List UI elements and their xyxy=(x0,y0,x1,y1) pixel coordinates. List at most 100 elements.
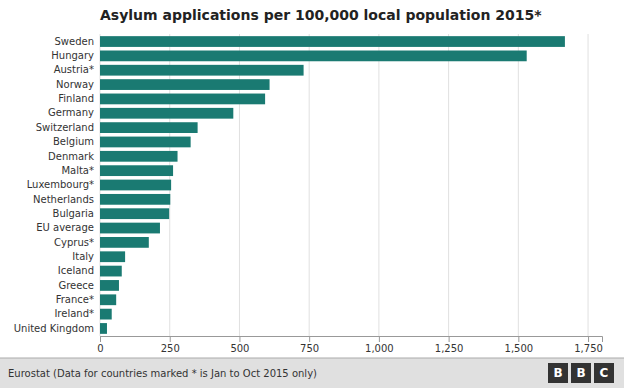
y-tick-label: Austria* xyxy=(54,64,94,75)
logo-box xyxy=(548,363,568,383)
x-tick-label: 500 xyxy=(230,343,249,354)
y-tick-label: Finland xyxy=(58,93,94,104)
x-tick: 500 xyxy=(230,336,249,354)
x-tick: 1,250 xyxy=(435,336,464,354)
x-tick: 0 xyxy=(97,336,103,354)
x-tick-mark xyxy=(309,336,310,342)
y-tick-label: Luxembourg* xyxy=(27,179,94,190)
x-tick-mark xyxy=(379,336,380,342)
y-tick-label: Italy xyxy=(72,251,94,262)
x-tick-label: 1,500 xyxy=(505,343,534,354)
y-tick-label: Ireland* xyxy=(54,308,94,319)
bar xyxy=(100,208,169,219)
y-tick: Austria* xyxy=(54,64,94,75)
bar xyxy=(100,294,116,305)
x-axis: 0 250 500 750 1,000 1,250 1,500 1,750 xyxy=(97,336,603,354)
y-tick: Bulgaria xyxy=(53,208,94,219)
y-tick: United Kingdom xyxy=(14,323,94,334)
y-tick: Denmark xyxy=(48,151,94,162)
x-tick-label: 0 xyxy=(97,343,103,354)
bar xyxy=(100,50,527,61)
y-tick-label: United Kingdom xyxy=(14,323,94,334)
footer-separator xyxy=(0,358,624,359)
x-tick-label: 1,750 xyxy=(574,343,603,354)
x-tick: 1,500 xyxy=(505,336,534,354)
y-tick-label: Cyprus* xyxy=(54,237,94,248)
bar xyxy=(100,151,178,162)
y-tick: Ireland* xyxy=(54,308,94,319)
x-tick-mark xyxy=(170,336,171,342)
y-tick: Switzerland xyxy=(36,122,94,133)
x-tick-mark xyxy=(100,336,101,342)
y-tick-label: Malta* xyxy=(61,165,94,176)
y-tick: Italy xyxy=(72,251,94,262)
y-tick-label: Iceland xyxy=(58,265,94,276)
y-tick-label: Norway xyxy=(56,79,94,90)
grid-line xyxy=(518,34,519,336)
bar xyxy=(100,237,149,248)
logo-box xyxy=(571,363,591,383)
x-tick-mark xyxy=(449,336,450,342)
x-tick-label: 1,250 xyxy=(435,343,464,354)
y-tick-label: Belgium xyxy=(53,136,94,147)
y-tick: Luxembourg* xyxy=(27,179,94,190)
bar xyxy=(100,223,160,234)
y-tick: EU average xyxy=(36,222,94,233)
y-tick: Finland xyxy=(58,93,94,104)
bar xyxy=(100,165,173,176)
bar xyxy=(100,323,107,334)
grid-line xyxy=(448,34,449,336)
footer-text: Eurostat (Data for countries marked * is… xyxy=(8,368,317,379)
x-tick: 1,000 xyxy=(365,336,394,354)
logo-text: BBC xyxy=(553,366,608,380)
y-tick-label: Switzerland xyxy=(36,122,94,133)
x-tick-label: 1,000 xyxy=(365,343,394,354)
y-tick: Germany xyxy=(48,107,94,118)
logo-box xyxy=(594,363,614,383)
x-tick-mark xyxy=(518,336,519,342)
y-tick-label: EU average xyxy=(36,222,94,233)
grid-line xyxy=(588,34,589,336)
x-tick: 750 xyxy=(300,336,319,354)
footer-background xyxy=(0,358,624,388)
grid xyxy=(100,34,588,336)
bar xyxy=(100,180,171,191)
y-tick-label: Bulgaria xyxy=(53,208,94,219)
y-tick-label: Hungary xyxy=(51,50,94,61)
x-tick-label: 250 xyxy=(161,343,180,354)
bar xyxy=(100,108,233,119)
grid-line xyxy=(309,34,310,336)
bar xyxy=(100,280,119,291)
y-tick-label: Netherlands xyxy=(33,194,94,205)
chart-title: Asylum applications per 100,000 local po… xyxy=(100,7,542,23)
x-tick-mark xyxy=(588,336,589,342)
y-tick-label: Germany xyxy=(48,107,94,118)
footer: Eurostat (Data for countries marked * is… xyxy=(0,358,624,388)
bar xyxy=(100,36,565,47)
logo-letter: B xyxy=(576,366,585,380)
bar xyxy=(100,137,191,148)
logo-letter: B xyxy=(553,366,562,380)
logo: BBC xyxy=(548,363,614,383)
bar xyxy=(100,79,270,90)
y-tick: Malta* xyxy=(61,165,94,176)
bar xyxy=(100,94,265,105)
bar xyxy=(100,194,170,205)
chart-svg: Asylum applications per 100,000 local po… xyxy=(0,0,624,388)
y-tick: Netherlands xyxy=(33,194,94,205)
x-tick-label: 750 xyxy=(300,343,319,354)
bars xyxy=(100,36,565,334)
bar xyxy=(100,266,122,277)
y-axis: United Kingdom Ireland* France* Greece Icela… xyxy=(14,36,94,334)
y-tick-label: Sweden xyxy=(54,36,94,47)
y-tick: France* xyxy=(56,294,94,305)
y-tick: Norway xyxy=(56,79,94,90)
y-tick-label: France* xyxy=(56,294,94,305)
y-tick-label: Denmark xyxy=(48,151,94,162)
x-axis-line xyxy=(101,337,603,343)
x-tick: 1,750 xyxy=(574,336,603,354)
y-tick-label: Greece xyxy=(58,280,94,291)
bar xyxy=(100,251,125,262)
plot-area: 0 250 500 750 1,000 1,250 1,500 1,750 United Kin… xyxy=(14,34,603,354)
grid-line xyxy=(378,34,379,336)
